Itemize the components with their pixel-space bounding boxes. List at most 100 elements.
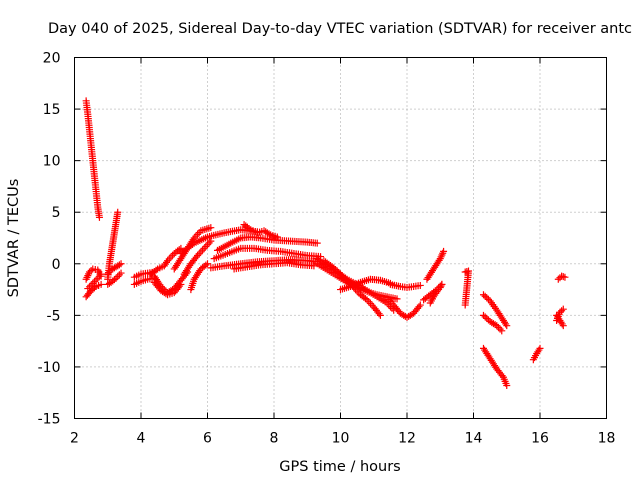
data-point [498,327,506,335]
data-point [112,274,120,282]
y-tick-label: 5 [52,205,61,221]
data-point [494,323,502,331]
data-point [92,276,100,284]
data-point [199,246,207,254]
data-point [85,283,93,291]
data-point [85,268,93,276]
data-point [192,253,200,261]
data-point [415,303,423,311]
data-point [189,240,197,248]
data-point [114,208,122,216]
chart-title: Day 040 of 2025, Sidereal Day-to-day VTE… [48,21,632,37]
y-tick-label: 15 [43,102,61,118]
data-point [493,322,501,330]
data-point [202,243,210,251]
data-point [204,241,211,249]
data-point [89,279,97,287]
data-point [416,281,424,289]
data-point [87,281,95,289]
data-point [366,299,374,307]
grid-lines [74,57,607,419]
series-seg-14.3h-c [479,344,511,389]
data-point [559,322,567,330]
data-point [416,301,424,309]
axis-ticks: 2 4 6 8 10 12 14 16 18 -15 -10 -5 0 5 10 15 20 [38,51,616,447]
data-point [483,314,491,322]
series-seg-14.3h-b [479,311,506,335]
data-point [332,265,340,273]
x-tick-label: 12 [398,431,416,447]
data-point [176,282,184,290]
data-point [167,253,175,261]
y-tick-label: -5 [47,308,61,324]
data-point [87,266,95,274]
y-tick-label: 0 [52,257,61,273]
y-tick-label: 10 [43,154,61,170]
series-seg-5.2h [180,237,215,278]
data-point [202,261,210,269]
series-main-upper [213,233,321,254]
series-seg-3h-b [104,269,125,288]
data-point [169,251,177,259]
data-point [115,261,123,269]
data-point [440,247,448,255]
x-axis-label: GPS time / hours [279,459,400,475]
data-point [114,273,122,281]
data-point [204,260,211,268]
data-point [435,256,443,264]
series-seg-5.5h [187,260,211,294]
data-point [90,278,98,286]
data-point [503,381,511,389]
data-point [481,292,489,300]
data-point [197,248,205,256]
data-point [340,273,348,281]
series-seg-16.6h-iso [554,272,569,283]
data-point [376,311,384,319]
data-point [313,239,321,247]
x-tick-label: 6 [203,431,212,447]
data-point [361,295,369,303]
data-point [95,213,103,221]
data-point [479,311,487,319]
data-point [84,285,92,293]
data-point [393,295,401,303]
data-point [432,289,440,297]
data-point [559,305,567,313]
data-point [245,224,253,232]
x-tick-label: 4 [137,431,146,447]
data-point [461,301,469,309]
series-seg-12.8h [426,280,446,307]
series-seg-15.8h [529,344,544,364]
data-point [117,269,125,277]
data-point [273,233,281,241]
series-seg-4.5h-dip-b [150,278,185,299]
y-tick-label: -15 [38,412,61,428]
series-seg-3h-c [104,260,125,278]
x-tick-label: 16 [531,431,549,447]
data-point [365,298,373,306]
x-tick-label: 8 [270,431,279,447]
series-main-low-b [230,259,318,273]
data-point [558,307,566,315]
data-point [330,264,338,272]
series-seg-14.3h-a [479,291,511,330]
data-point [110,276,118,284]
data-point [503,322,511,330]
series-seg-11.5h [386,280,424,292]
x-tick-label: 2 [70,431,79,447]
data-point [205,239,213,247]
x-tick-label: 10 [332,431,350,447]
data-point [375,310,383,318]
data-point [496,325,504,333]
data-point [554,275,562,283]
data-point [117,260,125,268]
data-point [484,295,492,303]
series-seg-2.4h-c [84,270,105,293]
series-seg-11.7h-dip [383,294,424,321]
series-peak-7.5h [240,221,281,241]
data-point [483,294,491,302]
series-rise-12.6h [423,247,448,283]
x-tick-label: 18 [598,431,616,447]
data-point [200,244,208,252]
